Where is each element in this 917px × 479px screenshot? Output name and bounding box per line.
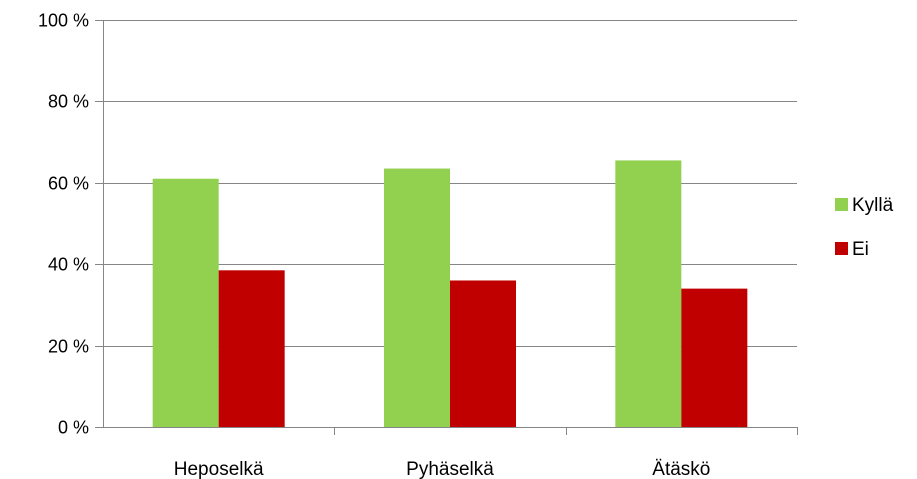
bar-kyllä	[384, 168, 450, 427]
y-tick-label: 0 %	[58, 418, 89, 438]
y-tick-label: 100 %	[38, 11, 89, 31]
legend-label-kyllä: Kyllä	[852, 195, 894, 216]
y-tick-label: 40 %	[48, 255, 89, 275]
y-tick-label: 60 %	[48, 174, 89, 194]
bar-kyllä	[152, 178, 219, 427]
axes: 0 % 20 % 40 % 60 % 80 % 100 % Heposelkä Pyhäsel…	[38, 11, 798, 479]
legend-swatch-kyllä	[835, 198, 848, 211]
y-tick-label: 80 %	[48, 92, 89, 112]
legend-swatch-ei	[835, 242, 848, 255]
legend: Kyllä Ei	[835, 195, 894, 260]
x-category-label: Pyhäselkä	[406, 459, 494, 479]
x-category-label: Ätäskö	[652, 459, 710, 479]
legend-label-ei: Ei	[852, 239, 869, 260]
bar-kyllä	[615, 160, 682, 428]
bars	[152, 160, 748, 428]
bar-ei	[218, 270, 285, 427]
y-tick-label: 20 %	[48, 337, 89, 357]
bar-ei	[681, 288, 748, 427]
x-category-label: Heposelkä	[174, 459, 264, 479]
bar-ei	[450, 280, 516, 427]
